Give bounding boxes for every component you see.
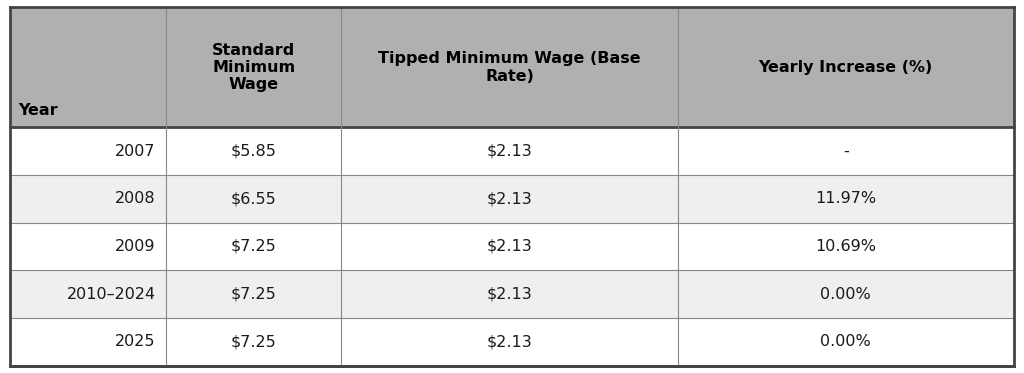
Bar (341, 175, 678, 223)
Text: 2010–2024: 2010–2024 (67, 286, 156, 302)
Bar (10, 318, 166, 366)
Bar (10, 175, 166, 223)
Bar (341, 270, 678, 318)
Text: $2.13: $2.13 (486, 334, 532, 349)
Text: 2025: 2025 (116, 334, 156, 349)
Bar (10, 270, 166, 318)
Text: $2.13: $2.13 (486, 286, 532, 302)
Bar (10, 223, 166, 270)
Bar (10, 128, 166, 175)
Bar (166, 7, 341, 128)
Text: Standard
Minimum
Wage: Standard Minimum Wage (212, 43, 295, 93)
Bar (166, 128, 341, 175)
Text: 11.97%: 11.97% (815, 191, 877, 206)
Text: Yearly Increase (%): Yearly Increase (%) (759, 60, 933, 75)
Text: Tipped Minimum Wage (Base
Rate): Tipped Minimum Wage (Base Rate) (378, 51, 641, 84)
Bar (678, 175, 1014, 223)
Text: $5.85: $5.85 (230, 144, 276, 159)
Bar (10, 7, 166, 128)
Bar (166, 223, 341, 270)
Text: $2.13: $2.13 (486, 191, 532, 206)
Text: 2009: 2009 (116, 239, 156, 254)
Bar (678, 318, 1014, 366)
Bar (166, 175, 341, 223)
Text: $7.25: $7.25 (230, 239, 276, 254)
Text: 2007: 2007 (116, 144, 156, 159)
Bar (678, 7, 1014, 128)
Text: $2.13: $2.13 (486, 144, 532, 159)
Bar (341, 128, 678, 175)
Text: 2008: 2008 (115, 191, 156, 206)
Bar (678, 270, 1014, 318)
Text: 10.69%: 10.69% (815, 239, 877, 254)
Text: 0.00%: 0.00% (820, 334, 871, 349)
Bar (166, 270, 341, 318)
Bar (678, 223, 1014, 270)
Bar (341, 318, 678, 366)
Bar (678, 128, 1014, 175)
Text: -: - (843, 144, 849, 159)
Bar (341, 223, 678, 270)
Text: $7.25: $7.25 (230, 334, 276, 349)
Bar (341, 7, 678, 128)
Text: 0.00%: 0.00% (820, 286, 871, 302)
Bar (166, 318, 341, 366)
Text: $7.25: $7.25 (230, 286, 276, 302)
Text: $2.13: $2.13 (486, 239, 532, 254)
Text: Year: Year (18, 103, 58, 119)
Text: $6.55: $6.55 (230, 191, 276, 206)
